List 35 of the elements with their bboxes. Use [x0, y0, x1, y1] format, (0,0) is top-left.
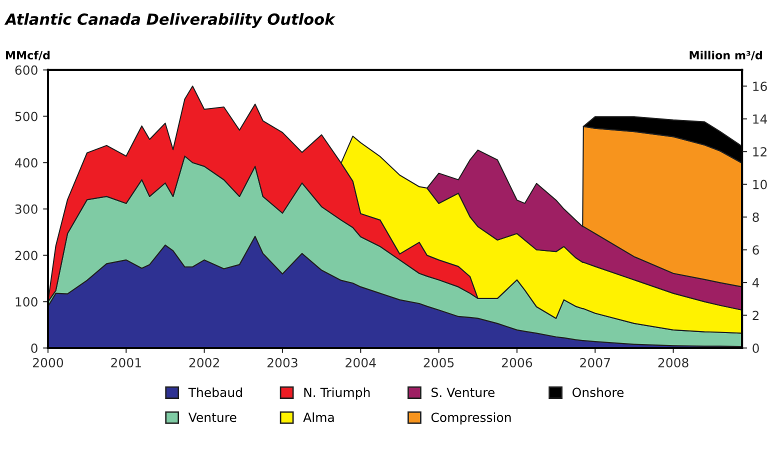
legend-label: Thebaud — [188, 387, 242, 398]
y2-tick-label: 16 — [753, 82, 767, 92]
x-tick-label: 2008 — [658, 358, 688, 368]
y2-tick-label: 14 — [753, 114, 768, 124]
y-tick-label: 300 — [15, 204, 38, 214]
y-tick-label: 500 — [15, 112, 38, 122]
y2-axis-title: Million m³/d — [690, 50, 762, 60]
legend-label: S. Venture — [432, 388, 494, 398]
x-tick-label: 2003 — [267, 358, 298, 368]
x-tick-label: 2004 — [346, 358, 376, 368]
y-axis-title: MMcf/d — [6, 50, 50, 60]
y2-tick-label: 12 — [753, 147, 766, 156]
chart-title: Atlantic Canada Deliverability Outlook — [4, 13, 336, 28]
legend-label: Compression — [431, 412, 511, 425]
y2-tick-label: 10 — [753, 180, 767, 190]
y2-tick-label: 8 — [752, 212, 759, 222]
x-tick-label: 2002 — [189, 358, 219, 368]
y-tick-label: 400 — [15, 158, 38, 168]
x-tick-label: 2005 — [424, 358, 454, 368]
legend-label: N. Triumph — [304, 387, 370, 400]
y2-tick-label: 2 — [752, 310, 759, 320]
y-tick-label: 600 — [15, 65, 38, 75]
y-tick-label: 200 — [15, 250, 38, 260]
legend-label: Onshore — [572, 387, 624, 398]
x-tick-label: 2007 — [580, 358, 610, 368]
y2-tick-label: 0 — [752, 343, 759, 353]
y2-tick-label: 6 — [752, 245, 759, 255]
x-tick-label: 2006 — [502, 358, 532, 368]
x-tick-label: 2000 — [32, 358, 64, 368]
legend-label: Alma — [303, 412, 334, 422]
y-tick-label: 0 — [31, 343, 38, 353]
y2-tick-label: 4 — [752, 278, 760, 288]
x-tick-label: 2001 — [111, 358, 141, 368]
y-tick-label: 100 — [16, 297, 38, 307]
legend-label: Venture — [188, 412, 236, 422]
